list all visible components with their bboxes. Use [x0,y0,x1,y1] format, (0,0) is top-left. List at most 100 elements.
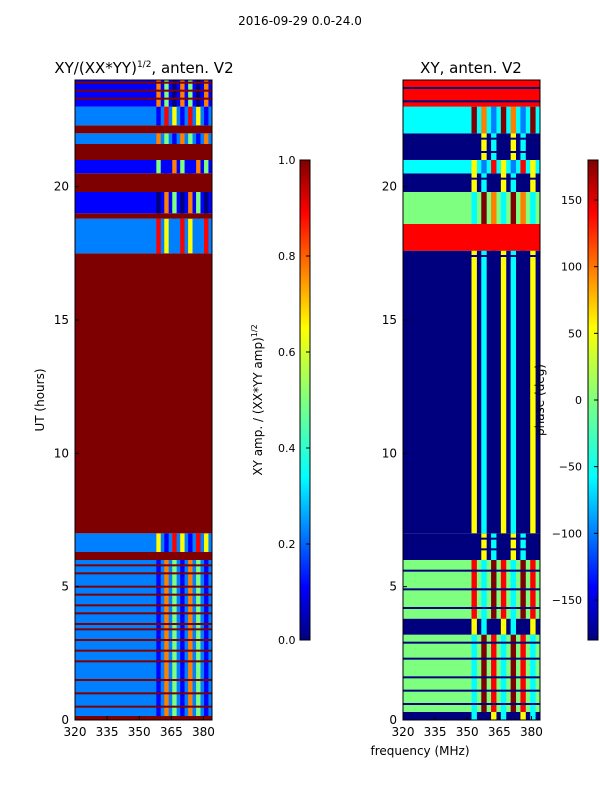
colorbar-tick-label: 0.6 [278,346,296,359]
heatmap-flag-line [75,89,212,92]
heatmap-rfi-strip [481,133,487,160]
heatmap-rfi-strip [491,634,497,712]
colorbar-tick-label: 0.4 [278,442,296,455]
heatmap-flag-line [75,153,212,156]
heatmap-rfi-strip [204,560,209,716]
heatmap-flag-line [75,585,212,588]
heatmap-flag-line [75,593,212,596]
heatmap-rfi-strip [530,618,536,635]
y-tick-label: 5 [61,580,69,594]
heatmap-rfi-strip [156,192,161,214]
y-tick-label: 15 [54,313,69,327]
heatmap-band [403,80,540,107]
heatmap-rfi-strip [500,250,507,534]
heatmap-rfi-strip [156,106,161,126]
heatmap-flag-line [403,607,540,609]
heatmap-rfi-strip [510,173,517,192]
heatmap-rfi-strip [156,560,161,716]
heatmap-band [75,552,212,560]
x-tick-label: 380 [192,725,215,739]
heatmap-band [75,533,212,552]
heatmap-rfi-strip [530,634,536,712]
heatmap-rfi-strip [180,560,185,716]
heatmap-rfi-strip [204,106,209,126]
heatmap-band [75,144,212,160]
heatmap-rfi-strip [520,160,526,174]
heatmap-rfi-strip [180,133,185,144]
heatmap-rfi-strip [172,106,177,126]
heatmap-rfi-strip [204,218,209,254]
x-tick-label: 350 [456,725,479,739]
heatmap-rfi-strip [172,560,177,716]
x-tick-label: 320 [392,725,415,739]
amplitude-heatmap [75,80,212,720]
heatmap-rfi-strip [491,712,497,720]
heatmap-rfi-strip [204,192,209,214]
colorbar-tick-label: 50 [568,327,582,340]
heatmap-flag-line [403,87,540,89]
amplitude-axes-frame [74,79,213,721]
heatmap-flag-line [403,255,540,257]
amplitude-title: XY/(XX*YY)1/2, anten. V2 [54,59,233,77]
heatmap-rfi-strip [510,712,517,720]
heatmap-rfi-strip [520,133,526,160]
heatmap-rfi-strip [471,192,477,224]
heatmap-rfi-strip [156,133,161,144]
heatmap-flag-line [75,705,212,708]
heatmap-rfi-strip [500,106,507,134]
heatmap-flag-line [403,569,540,572]
heatmap-flag-line [75,604,212,607]
heatmap-rfi-strip [172,80,177,107]
heatmap-rfi-strip [530,712,536,720]
heatmap-rfi-strip [180,218,185,254]
heatmap-rfi-strip [520,712,526,720]
heatmap-rfi-strip [188,160,193,174]
heatmap-rfi-strip [520,618,526,635]
colorbar-tick-label: 100 [561,261,582,274]
heatmap-rfi-strip [172,160,177,174]
heatmap-rfi-strip [530,533,536,560]
heatmap-rfi-strip [500,618,507,635]
heatmap-rfi-strip [491,533,497,560]
heatmap-rfi-strip [481,250,487,534]
heatmap-rfi-strip [164,80,169,107]
heatmap-rfi-strip [520,250,526,534]
amplitude-x-ticks: 320 335 350 365 380 [64,716,215,739]
heatmap-rfi-strip [164,106,169,126]
heatmap-rfi-strip [500,173,507,192]
heatmap-rfi-strip [204,533,209,552]
heatmap-flag-line [403,100,540,103]
amplitude-y-ticks: 0 5 10 15 20 [54,180,79,727]
heatmap-rfi-strip [471,250,477,534]
heatmap-rfi-strip [510,160,517,174]
phase-heatmap [403,80,540,720]
heatmap-rfi-strip [196,160,201,174]
heatmap-rfi-strip [164,218,169,254]
heatmap-flag-line [403,703,540,705]
heatmap-rfi-strip [471,106,477,134]
heatmap-flag-line [75,623,212,625]
heatmap-rfi-strip [188,560,193,716]
heatmap-band [75,213,212,219]
heatmap-flag-line [403,657,540,660]
phase-y-ticks: 0 5 10 15 20 [382,180,407,727]
heatmap-rfi-strip [172,218,177,254]
heatmap-rfi-strip [172,533,177,552]
heatmap-rfi-strip [156,160,161,174]
heatmap-rfi-strip [520,106,526,134]
phase-axes-frame [402,79,541,721]
heatmap-rfi-strip [196,192,201,214]
phase-colorbar-label: phase (deg) [533,364,547,436]
heatmap-rfi-strip [481,634,487,712]
x-tick-label: 365 [160,725,183,739]
y-tick-label: 10 [382,446,397,460]
heatmap-flag-line [75,572,212,575]
heatmap-rfi-strip [500,133,507,160]
colorbar-tick-label: −100 [552,527,582,540]
heatmap-rfi-strip [196,106,201,126]
heatmap-flag-line [403,689,540,692]
heatmap-flag-line [75,97,212,100]
y-tick-label: 0 [389,713,397,727]
phase-colorbar-ticks: −150 −100 −50 0 50 100 150 [552,194,598,607]
